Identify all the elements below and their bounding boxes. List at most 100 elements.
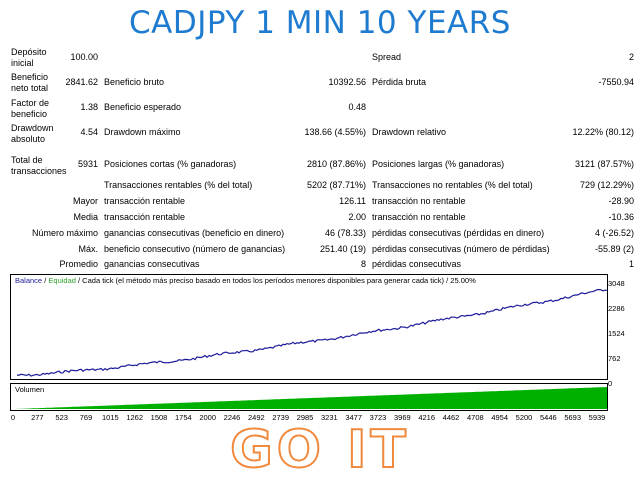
legend-separator: / bbox=[44, 276, 47, 285]
max-prefix: Máx. bbox=[78, 244, 98, 254]
average-loss-label: transacción no rentable bbox=[372, 212, 466, 222]
x-tick: 5693 bbox=[564, 413, 581, 422]
max-consec-wins-label: ganancias consecutivas (beneficio en din… bbox=[104, 228, 285, 238]
max-drawdown-value: 138.66 (4.55%) bbox=[304, 127, 366, 137]
abs-drawdown-label: Drawdown absoluto bbox=[11, 123, 54, 144]
x-tick: 2246 bbox=[223, 413, 241, 422]
y-tick: 3048 bbox=[608, 279, 625, 288]
profit-trades-label: Transacciones rentables (% del total) bbox=[104, 180, 253, 190]
x-tick: 2492 bbox=[247, 413, 265, 422]
legend-description: / Cada tick (el método más preciso basad… bbox=[78, 276, 476, 285]
abs-drawdown-value: 4.54 bbox=[80, 127, 98, 137]
x-tick: 0 bbox=[10, 413, 16, 422]
largest-loss-label: transacción no rentable bbox=[372, 196, 466, 206]
y-tick: 2286 bbox=[608, 304, 625, 313]
volume-area bbox=[15, 387, 607, 409]
x-tick: 5446 bbox=[539, 413, 557, 422]
avg-consec-wins-value: 8 bbox=[360, 259, 366, 269]
max-drawdown-label: Drawdown máximo bbox=[104, 127, 181, 137]
x-tick: 4462 bbox=[442, 413, 460, 422]
x-tick: 4216 bbox=[418, 413, 435, 422]
x-tick: 3969 bbox=[393, 413, 411, 422]
expected-payoff-label: Beneficio esperado bbox=[104, 102, 182, 112]
x-tick: 5939 bbox=[588, 413, 606, 422]
x-tick: 5200 bbox=[515, 413, 533, 422]
total-trades-label: Total de transacciones bbox=[11, 155, 67, 176]
y-tick: 1524 bbox=[608, 329, 625, 338]
avg-consec-losses-value: 1 bbox=[628, 259, 634, 269]
x-tick: 2000 bbox=[199, 413, 216, 422]
x-tick: 523 bbox=[55, 413, 68, 422]
max-consec-profit-value: 251.40 (19) bbox=[319, 244, 366, 254]
volume-plot bbox=[15, 387, 607, 409]
spread-label: Spread bbox=[372, 52, 402, 62]
chart-legend: Balance / Equidad / Cada tick (el método… bbox=[15, 276, 476, 285]
spread-value: 2 bbox=[628, 52, 634, 62]
x-tick: 4708 bbox=[466, 413, 484, 422]
volume-label: Volumen bbox=[15, 385, 45, 394]
average-prefix: Media bbox=[73, 212, 98, 222]
long-positions-value: 3121 (87.57%) bbox=[574, 159, 634, 169]
max-consec-loss-label: pérdidas consecutivas (número de pérdida… bbox=[372, 244, 550, 254]
avg-prefix: Promedio bbox=[59, 259, 98, 269]
volume-panel: Volumen bbox=[10, 383, 608, 411]
x-tick: 4954 bbox=[491, 413, 508, 422]
x-tick: 2739 bbox=[272, 413, 289, 422]
maxnum-prefix: Número máximo bbox=[31, 228, 98, 238]
max-consec-profit-label: beneficio consecutivo (número de gananci… bbox=[104, 244, 286, 254]
rel-drawdown-label: Drawdown relativo bbox=[372, 127, 447, 137]
x-tick: 2985 bbox=[296, 413, 314, 422]
legend-equity: Equidad bbox=[48, 276, 76, 285]
balance-chart: Balance / Equidad / Cada tick (el método… bbox=[10, 274, 608, 380]
avg-consec-wins-label: ganancias consecutivas bbox=[104, 259, 200, 269]
average-loss-value: -10.36 bbox=[608, 212, 634, 222]
legend-balance: Balance bbox=[15, 276, 43, 285]
deposit-label: Depósito inicial bbox=[11, 47, 47, 68]
short-positions-label: Posiciones cortas (% ganadoras) bbox=[104, 159, 237, 169]
long-positions-label: Posiciones largas (% ganadoras) bbox=[372, 159, 505, 169]
average-profit-label: transacción rentable bbox=[104, 212, 186, 222]
average-profit-value: 2.00 bbox=[348, 212, 366, 222]
x-tick: 3477 bbox=[345, 413, 362, 422]
profit-factor-value: 1.38 bbox=[80, 102, 98, 112]
x-tick: 277 bbox=[31, 413, 44, 422]
net-profit-label: Beneficio neto total bbox=[11, 72, 49, 93]
x-tick: 1508 bbox=[150, 413, 168, 422]
go-it-banner: GO IT bbox=[0, 419, 640, 480]
max-consec-loss-value: -55.89 (2) bbox=[594, 244, 634, 254]
stats-report: Depósito inicial 100.00 Spread 2 Benefic… bbox=[0, 44, 640, 270]
max-consec-losses-value: 4 (-26.52) bbox=[594, 228, 634, 238]
x-tick: 769 bbox=[79, 413, 93, 422]
profit-trades-value: 5202 (87.71%) bbox=[306, 180, 366, 190]
gross-profit-label: Beneficio bruto bbox=[104, 77, 165, 87]
go-it-text: GO IT bbox=[229, 419, 410, 480]
loss-trades-value: 729 (12.29%) bbox=[579, 180, 634, 190]
avg-consec-losses-label: pérdidas consecutivas bbox=[372, 259, 462, 269]
y-tick: 762 bbox=[608, 354, 621, 363]
largest-profit-value: 126.11 bbox=[339, 196, 366, 206]
banner: CADJPY 1 MIN 10 YEARS bbox=[0, 0, 640, 44]
max-consec-losses-label: pérdidas consecutivas (pérdidas en diner… bbox=[372, 228, 545, 238]
profit-factor-label: Factor de beneficio bbox=[11, 98, 50, 119]
expected-payoff-value: 0.48 bbox=[348, 102, 366, 112]
largest-prefix: Mayor bbox=[72, 196, 98, 206]
gross-profit-value: 10392.56 bbox=[328, 77, 366, 87]
balance-plot bbox=[16, 288, 607, 377]
x-tick: 1262 bbox=[126, 413, 143, 422]
gross-loss-value: -7550.94 bbox=[598, 77, 634, 87]
loss-trades-label: Transacciones no rentables (% del total) bbox=[372, 180, 533, 190]
short-positions-value: 2810 (87.86%) bbox=[306, 159, 366, 169]
x-tick: 1754 bbox=[174, 413, 192, 422]
banner-title: CADJPY 1 MIN 10 YEARS bbox=[129, 5, 511, 41]
total-trades-value: 5931 bbox=[77, 159, 98, 169]
x-tick: 3723 bbox=[369, 413, 387, 422]
largest-profit-label: transacción rentable bbox=[104, 196, 186, 206]
deposit-value: 100.00 bbox=[70, 52, 98, 62]
y-tick: 0 bbox=[608, 379, 613, 388]
gross-loss-label: Pérdida bruta bbox=[372, 77, 427, 87]
largest-loss-value: -28.90 bbox=[608, 196, 634, 206]
balance-line bbox=[16, 288, 607, 377]
rel-drawdown-value: 12.22% (80.12) bbox=[572, 127, 634, 137]
x-tick: 3231 bbox=[320, 413, 338, 422]
max-consec-wins-value: 46 (78.33) bbox=[324, 228, 366, 238]
